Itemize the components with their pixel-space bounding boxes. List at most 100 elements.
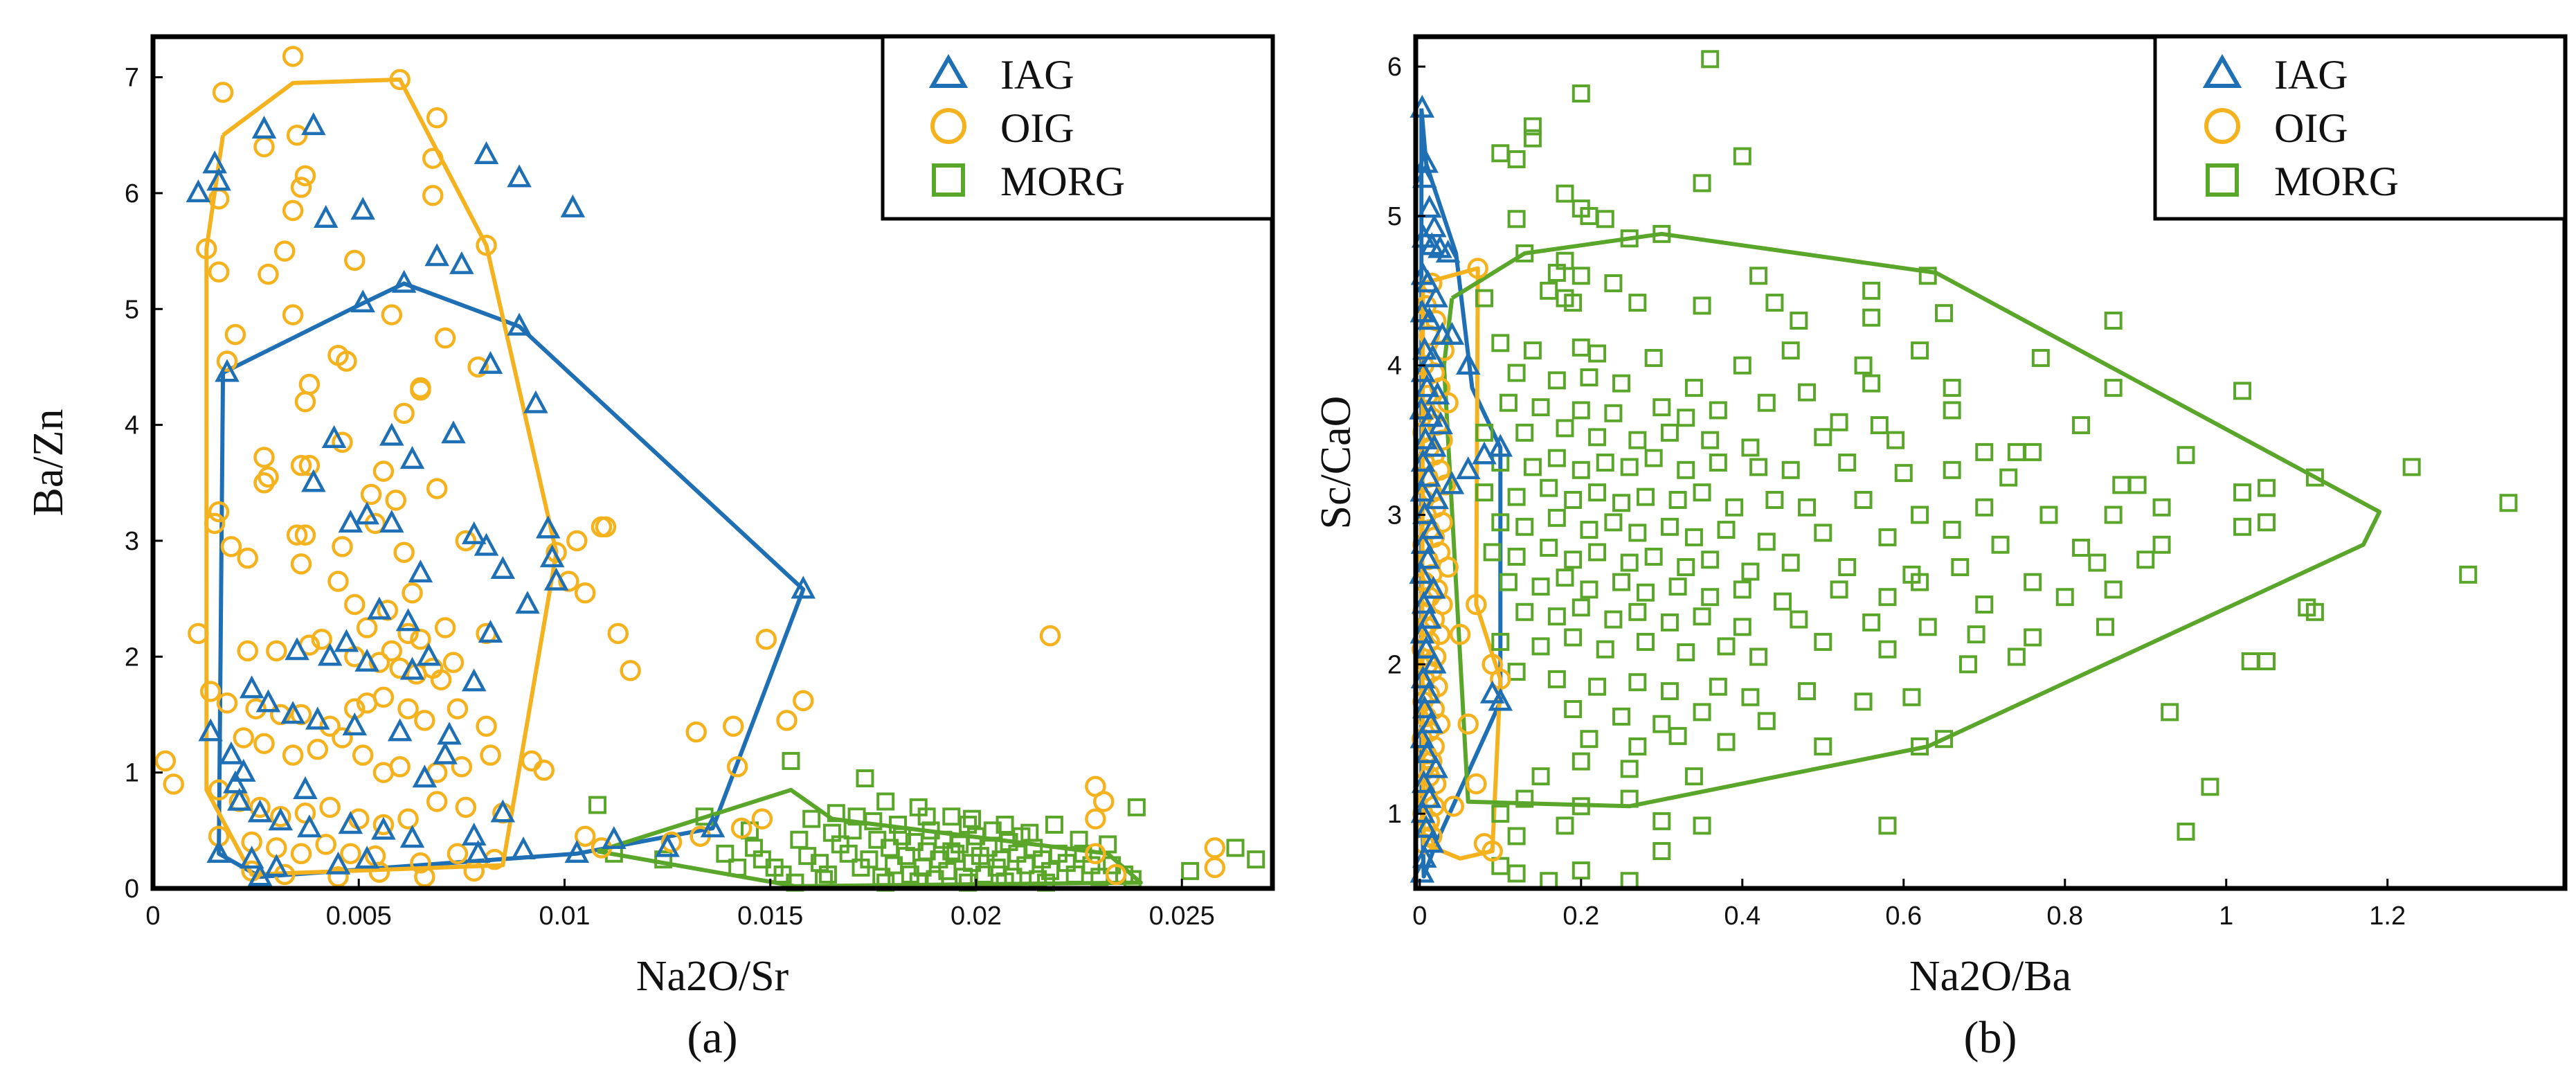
panel-a-point-oig bbox=[660, 831, 683, 853]
panel-b-point-morg bbox=[2072, 539, 2091, 557]
panel-b-point-morg bbox=[2104, 379, 2123, 397]
panel-b-point-morg bbox=[2257, 513, 2276, 532]
panel-a-point-oig bbox=[410, 628, 431, 650]
panel-b-point-morg bbox=[1918, 267, 1937, 285]
panel-a-point-iag bbox=[507, 164, 532, 188]
panel-a-point-morg bbox=[654, 850, 673, 869]
panel-b-point-morg bbox=[1701, 431, 1720, 449]
panel-a-point-morg bbox=[773, 865, 792, 884]
panel-a-point-iag bbox=[602, 825, 627, 849]
panel-a-point-iag bbox=[239, 845, 264, 869]
panel-b-point-iag bbox=[1417, 307, 1442, 330]
panel-a-point-iag bbox=[700, 814, 726, 838]
panel-a-point-oig bbox=[368, 861, 390, 883]
panel-b-point-morg bbox=[1757, 532, 1776, 551]
panel-b-point-iag bbox=[1455, 351, 1481, 375]
panel-b-point-morg bbox=[1556, 419, 1574, 438]
panel-b-point-morg bbox=[1507, 150, 1526, 168]
panel-a-y-tick-label: 1 bbox=[125, 759, 139, 788]
panel-a-point-oig bbox=[685, 721, 707, 743]
panel-a-series-iag bbox=[186, 112, 816, 886]
panel-b-point-morg bbox=[1571, 401, 1590, 420]
panel-a-point-oig bbox=[372, 814, 395, 836]
panel-a-point-oig bbox=[253, 447, 275, 468]
panel-b-point-iag bbox=[1419, 830, 1445, 853]
panel-b-point-morg bbox=[1588, 543, 1607, 562]
panel-b-point-morg bbox=[1596, 210, 1614, 229]
panel-b-point-morg bbox=[1975, 498, 1994, 517]
panel-b-point-morg bbox=[1637, 487, 1655, 506]
panel-b-point-iag bbox=[1428, 411, 1453, 435]
panel-b-point-morg bbox=[1693, 816, 1711, 835]
panel-a-point-iag bbox=[264, 854, 289, 877]
panel-a-point-iag bbox=[399, 825, 425, 848]
panel-b-point-morg bbox=[2007, 442, 2026, 461]
panel-a-point-oig bbox=[620, 660, 641, 681]
panel-a-x-tick-label: 0.005 bbox=[326, 902, 392, 931]
panel-b-point-oig bbox=[1457, 713, 1479, 735]
panel-a-legend-item-morg: MORG bbox=[932, 159, 1125, 204]
panel-a-x-tick-label: 0.02 bbox=[951, 902, 1002, 931]
panel-b-point-morg bbox=[2499, 494, 2518, 512]
panel-b-point-morg bbox=[1862, 613, 1881, 632]
panel-a-marks bbox=[154, 46, 1266, 892]
panel-a-point-oig bbox=[385, 490, 406, 511]
panel-b-point-iag bbox=[1412, 337, 1437, 360]
panel-b-point-morg bbox=[1612, 494, 1631, 512]
panel-a-point-iag bbox=[399, 656, 425, 680]
panel-b-point-iag bbox=[1412, 165, 1437, 188]
panel-a-point-oig bbox=[253, 136, 275, 158]
panel-b-point-oig bbox=[1466, 593, 1487, 616]
panel-a-point-oig bbox=[730, 817, 753, 839]
panel-a-x-axis-title: Na2O/Sr bbox=[636, 953, 789, 1000]
panel-b-point-iag bbox=[1413, 426, 1438, 449]
panel-b-point-morg bbox=[1886, 431, 1905, 449]
panel-a-point-oig bbox=[290, 454, 312, 476]
panel-a-point-oig bbox=[393, 402, 415, 424]
panel-a-point-iag bbox=[231, 758, 256, 782]
panel-b-point-morg bbox=[1741, 688, 1760, 706]
panel-a-point-oig bbox=[381, 640, 403, 662]
panel-b-point-morg bbox=[2128, 476, 2147, 494]
panel-b-point-morg bbox=[1838, 454, 1857, 472]
panel-a-point-oig bbox=[253, 733, 275, 755]
panel-b-point-morg bbox=[1531, 637, 1550, 656]
panel-a-point-oig bbox=[212, 82, 234, 103]
panel-a-point-iag bbox=[412, 764, 438, 788]
panel-a-point-morg bbox=[753, 850, 771, 869]
panel-b-point-morg bbox=[1797, 383, 1816, 402]
panel-b-point-morg bbox=[2039, 505, 2058, 524]
panel-b-point-morg bbox=[2088, 553, 2107, 572]
panel-a-point-morg bbox=[1020, 823, 1039, 842]
panel-b-point-morg bbox=[1515, 423, 1534, 442]
panel-b-x-tick-label: 0.6 bbox=[1885, 902, 1922, 931]
panel-b-point-morg bbox=[2233, 382, 2252, 400]
panel-a-point-oig bbox=[410, 852, 431, 874]
panel-b-point-morg bbox=[1854, 356, 1873, 375]
panel-b-legend-box bbox=[2153, 35, 2567, 221]
panel-a-hull-iag bbox=[217, 281, 806, 879]
panel-b-point-morg bbox=[1580, 368, 1598, 386]
panel-b-point-morg bbox=[1644, 348, 1663, 367]
panel-a-point-oig bbox=[332, 727, 353, 749]
panel-a-point-oig bbox=[1204, 837, 1226, 859]
panel-a-point-oig bbox=[294, 802, 316, 824]
panel-a-point-morg bbox=[872, 868, 891, 886]
panel-b-point-morg bbox=[2257, 652, 2276, 670]
panel-b-marks bbox=[1409, 50, 2518, 890]
panel-a-point-oig bbox=[282, 304, 304, 325]
panel-a-point-morg bbox=[942, 842, 961, 861]
panel-a-frame bbox=[150, 34, 1275, 891]
panel-a-point-iag bbox=[515, 591, 540, 614]
panel-b-point-morg bbox=[1781, 460, 1800, 479]
panel-b-point-morg bbox=[2104, 312, 2123, 330]
panel-a-point-iag bbox=[198, 718, 223, 742]
panel-b-x-tick-label: 0.2 bbox=[1562, 902, 1599, 931]
panel-a-point-iag bbox=[301, 469, 326, 492]
panel-a-point-oig bbox=[455, 530, 477, 552]
panel-b-point-iag bbox=[1488, 688, 1513, 711]
panel-a-point-oig bbox=[327, 571, 349, 592]
panel-b-point-oig bbox=[1466, 773, 1487, 795]
panel-b-point-morg bbox=[1564, 628, 1583, 647]
